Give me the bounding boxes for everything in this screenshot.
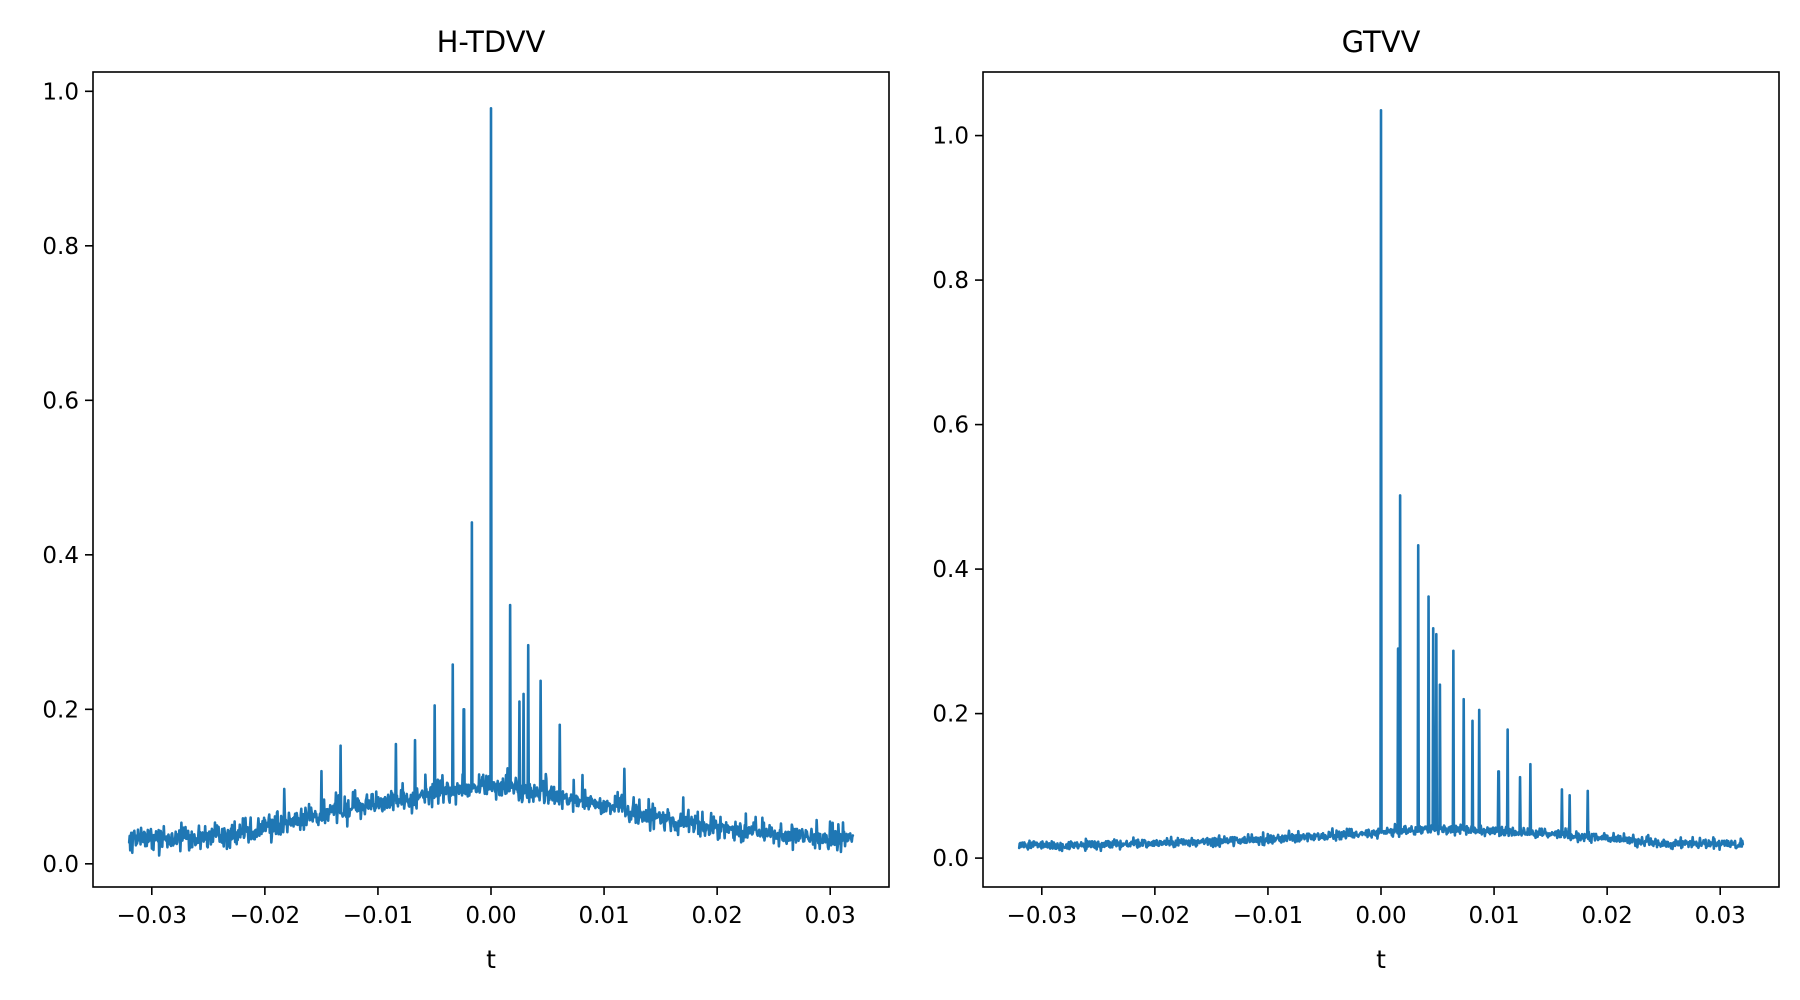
- h-tdvv-y-tick-label: 0.8: [42, 234, 79, 260]
- h-tdvv-x-tick-label: −0.02: [230, 903, 300, 929]
- h-tdvv-y-tick-label: 0.0: [42, 852, 79, 878]
- gtvv-y-tick-label: 0.2: [932, 702, 969, 728]
- h-tdvv-y-ticks: 0.0 0.2 0.4 0.6 0.8 1.0: [42, 79, 93, 878]
- h-tdvv-x-tick-label: −0.01: [343, 903, 413, 929]
- h-tdvv-title: H-TDVV: [437, 25, 546, 59]
- gtvv-axes-frame: [982, 71, 1780, 888]
- gtvv-y-ticks: 0.0 0.2 0.4 0.6 0.8 1.0: [932, 124, 983, 872]
- h-tdvv-subplot: H-TDVV −0.03 −0.02 −0.01 0.00 0.01 0.02 0.03 0…: [42, 25, 890, 974]
- h-tdvv-x-tick-label: −0.03: [117, 903, 187, 929]
- gtvv-x-tick-label: 0.03: [1695, 903, 1746, 929]
- gtvv-x-tick-label: 0.00: [1355, 903, 1406, 929]
- gtvv-y-tick-label: 0.0: [932, 846, 969, 872]
- h-tdvv-x-tick-label: 0.00: [465, 903, 516, 929]
- h-tdvv-x-tick-label: 0.02: [692, 903, 743, 929]
- gtvv-x-tick-label: −0.02: [1120, 903, 1190, 929]
- h-tdvv-y-tick-label: 0.2: [42, 697, 79, 723]
- gtvv-x-tick-label: 0.02: [1582, 903, 1633, 929]
- gtvv-series-line: [1017, 108, 1745, 853]
- h-tdvv-x-tick-label: 0.01: [578, 903, 629, 929]
- h-tdvv-y-tick-label: 0.6: [42, 388, 79, 414]
- gtvv-y-tick-label: 1.0: [932, 124, 969, 150]
- gtvv-x-ticks: −0.03 −0.02 −0.01 0.00 0.01 0.02 0.03: [1007, 887, 1746, 929]
- gtvv-title: GTVV: [1342, 25, 1421, 59]
- h-tdvv-x-tick-label: 0.03: [805, 903, 856, 929]
- h-tdvv-axes-frame: [92, 71, 890, 888]
- h-tdvv-y-tick-label: 0.4: [42, 543, 79, 569]
- h-tdvv-x-axis-label: t: [486, 945, 496, 974]
- gtvv-subplot: GTVV −0.03 −0.02 −0.01 0.00 0.01 0.02 0.03 0.0…: [932, 25, 1780, 974]
- gtvv-y-tick-label: 0.6: [932, 413, 969, 439]
- gtvv-x-tick-label: −0.01: [1233, 903, 1303, 929]
- h-tdvv-y-tick-label: 1.0: [42, 79, 79, 105]
- gtvv-x-tick-label: −0.03: [1007, 903, 1077, 929]
- gtvv-x-axis-label: t: [1376, 945, 1386, 974]
- gtvv-x-tick-label: 0.01: [1468, 903, 1519, 929]
- gtvv-y-tick-label: 0.8: [932, 268, 969, 294]
- h-tdvv-x-ticks: −0.03 −0.02 −0.01 0.00 0.01 0.02 0.03: [117, 887, 856, 929]
- gtvv-y-tick-label: 0.4: [932, 557, 969, 583]
- h-tdvv-series-line: [127, 107, 855, 857]
